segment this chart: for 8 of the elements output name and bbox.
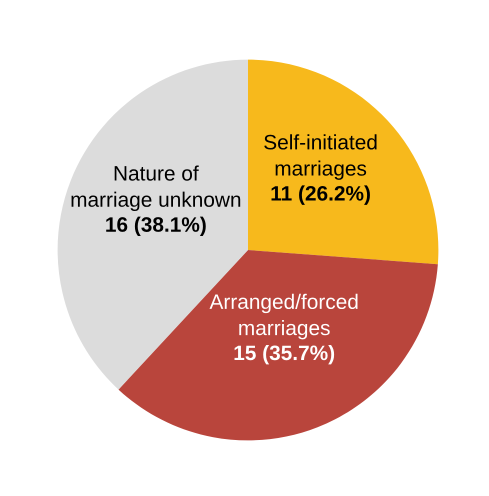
slice-label: Self-initiated marriages <box>264 134 377 180</box>
slice-label: Arranged/forced marriages <box>210 294 358 340</box>
pie-slice <box>118 250 438 440</box>
pie-slice <box>248 60 438 264</box>
slice-label: Nature of marriage unknown <box>72 165 240 212</box>
data-label: 16 (38.1%) <box>106 216 206 236</box>
data-label: 11 (26.2%) <box>272 185 370 205</box>
data-label: 15 (35.7%) <box>234 344 334 364</box>
